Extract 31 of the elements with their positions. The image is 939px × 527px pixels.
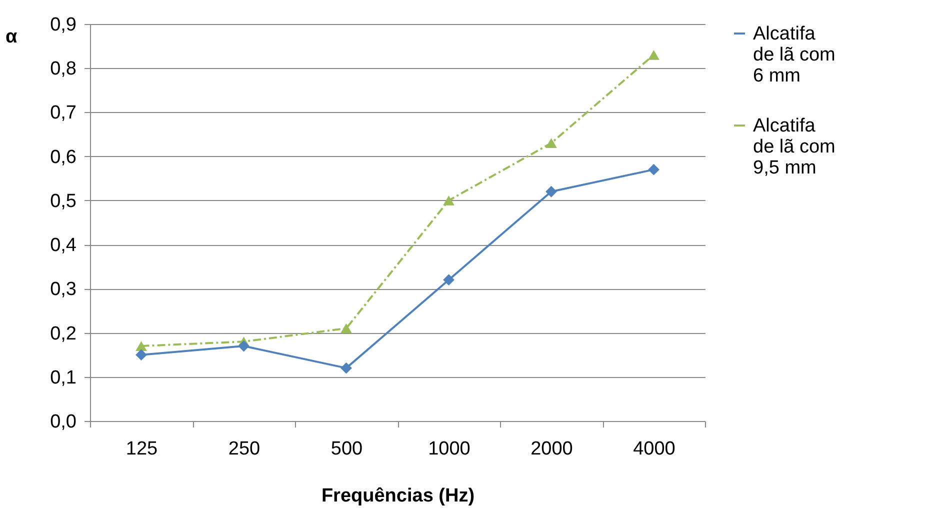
point — [443, 196, 454, 206]
point — [546, 186, 557, 198]
x-tick-label: 500 — [330, 438, 363, 460]
y-tick-label: 0,7 — [50, 102, 76, 124]
y-tick-label: 0,0 — [50, 412, 76, 432]
y-tick-label: 0,9 — [50, 14, 76, 36]
y-tick-label: 0,5 — [50, 190, 76, 212]
point — [340, 323, 352, 334]
point — [340, 362, 352, 374]
point — [238, 340, 250, 352]
x-tick-label: 4000 — [633, 438, 676, 460]
y-tick-label: 0,2 — [50, 323, 76, 344]
y-tick-label: 0,8 — [50, 58, 76, 80]
point — [443, 274, 454, 286]
y-tick-label: 0,3 — [50, 279, 76, 300]
x-tick-label: 250 — [228, 438, 260, 460]
point — [136, 349, 147, 361]
x-axis-title: Frequências (Hz) — [321, 486, 475, 506]
x-tick-label: 125 — [126, 438, 158, 460]
x-tick-label: 2000 — [530, 438, 573, 460]
y-tick-label: 0,4 — [50, 235, 77, 256]
point — [546, 138, 557, 148]
y-tick-label: 0,6 — [50, 146, 76, 168]
x-tick-label: 1000 — [428, 438, 470, 460]
legend-label: Alcatifa de lã com 9,5 mm — [753, 116, 836, 178]
point — [648, 50, 660, 60]
point — [648, 164, 660, 176]
legend-label: Alcatifa de lã com 6 mm — [753, 24, 836, 86]
y-axis-title: α — [6, 26, 18, 48]
point — [136, 341, 147, 351]
y-tick-label: 0,1 — [50, 367, 76, 388]
